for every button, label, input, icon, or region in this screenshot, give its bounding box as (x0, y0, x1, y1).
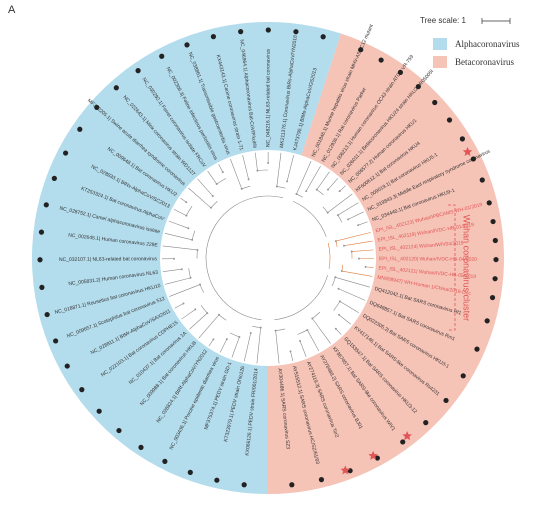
node (327, 189, 329, 191)
host-icon (79, 387, 84, 392)
host-icon (321, 34, 326, 39)
host-icon (460, 136, 465, 141)
host-icon (492, 276, 497, 281)
host-icon (52, 176, 57, 181)
tree-scale: Tree scale: 1 (420, 16, 466, 25)
host-icon (423, 420, 428, 425)
node (222, 171, 224, 173)
host-icon (480, 177, 485, 182)
node (250, 332, 252, 334)
host-icon (97, 409, 102, 414)
host-icon (211, 34, 216, 39)
node (338, 314, 340, 316)
host-icon (487, 200, 492, 205)
legend-alpha: Alphacoronavirus (455, 39, 520, 49)
node (365, 266, 367, 268)
host-icon (490, 295, 495, 300)
legend-swatch-alpha (433, 38, 447, 50)
node (226, 338, 228, 340)
host-icon (138, 445, 143, 450)
host-icon (379, 57, 384, 62)
host-icon (493, 257, 498, 262)
node (343, 245, 345, 247)
leaf-label: NC_032107.1| NL63-related bat coronaviru… (59, 256, 158, 263)
host-icon (443, 398, 448, 403)
host-icon (432, 100, 437, 105)
host-icon (485, 318, 490, 323)
node (181, 268, 183, 270)
legend-swatch-beta (433, 56, 447, 68)
host-icon (159, 54, 164, 59)
cluster-label: Wuhan coronavirus cluster (462, 215, 472, 321)
node (194, 308, 196, 310)
host-icon (44, 202, 49, 207)
host-icon (358, 47, 363, 52)
node (185, 201, 187, 203)
node (347, 218, 349, 220)
node (182, 303, 184, 305)
host-icon (461, 373, 466, 378)
host-icon (53, 338, 58, 343)
host-icon (293, 29, 298, 34)
node (305, 190, 307, 192)
node (358, 258, 360, 260)
host-icon (45, 312, 50, 317)
host-icon (37, 257, 42, 262)
leaf-label: NC_048216.1| NL63-related bat coronaviru… (265, 48, 271, 147)
host-icon (400, 439, 405, 444)
node (212, 195, 214, 197)
host-icon (39, 285, 44, 290)
host-icon (214, 478, 219, 483)
host-icon (184, 42, 189, 47)
host-icon (135, 68, 140, 73)
host-icon (162, 459, 167, 464)
node (335, 328, 337, 330)
node (290, 350, 292, 352)
host-icon (289, 482, 294, 487)
host-icon (39, 230, 44, 235)
inner-area (160, 150, 376, 366)
node (187, 227, 189, 229)
node (267, 162, 269, 164)
host-icon (188, 470, 193, 475)
host-icon (398, 70, 403, 75)
host-icon (474, 347, 479, 352)
host-icon (490, 219, 495, 224)
node (339, 190, 341, 192)
node (173, 258, 175, 260)
host-icon (77, 127, 82, 132)
host-icon (114, 85, 119, 90)
host-icon (447, 117, 452, 122)
host-icon (242, 482, 247, 487)
node (212, 338, 214, 340)
legend-beta: Betacoronavirus (455, 57, 514, 67)
host-icon (94, 105, 99, 110)
node (338, 288, 340, 290)
node (286, 180, 288, 182)
host-icon (63, 150, 68, 155)
host-icon (65, 363, 70, 368)
host-icon (493, 238, 498, 243)
node (248, 178, 250, 180)
panel-label: A (8, 4, 16, 16)
host-icon (238, 29, 243, 34)
node (299, 340, 301, 342)
host-icon (471, 156, 476, 161)
host-icon (416, 84, 421, 89)
node (357, 224, 359, 226)
host-icon (266, 27, 271, 32)
host-icon (319, 477, 324, 482)
host-icon (116, 428, 121, 433)
